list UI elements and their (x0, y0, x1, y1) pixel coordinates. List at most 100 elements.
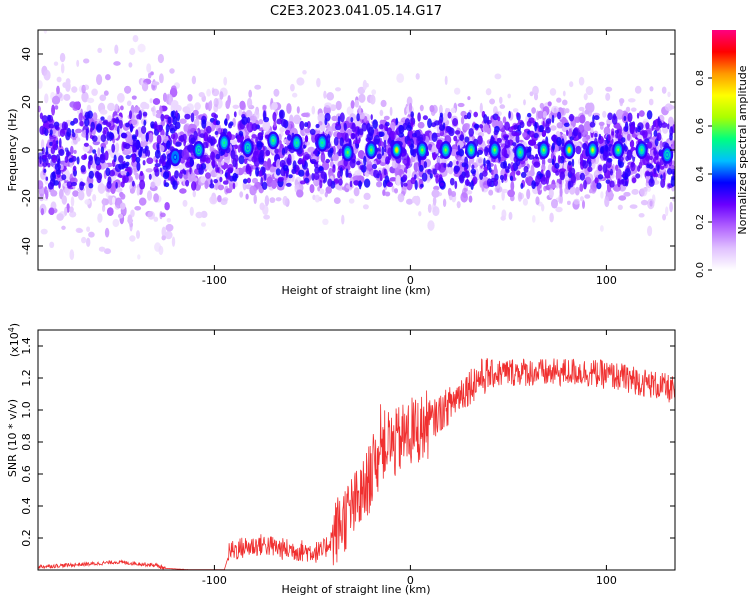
spectrogram-cell (156, 134, 162, 145)
spectrogram-cell (86, 226, 90, 232)
spectrogram-cell (138, 197, 147, 206)
spectrogram-cell (140, 140, 148, 148)
spectrogram-cell (40, 228, 48, 235)
spectrogram-cell (153, 216, 159, 222)
spectrogram-cell (519, 192, 524, 200)
spectrogram-cell (639, 168, 643, 179)
spectrogram-cell (571, 158, 575, 168)
spectrogram-cell (76, 156, 80, 165)
spectrogram-cell (61, 174, 67, 181)
spectrogram-cell (220, 198, 228, 205)
spectrogram-cell (526, 188, 531, 200)
spectrogram-cell (211, 112, 217, 118)
spectrogram-cell (615, 172, 622, 181)
x-tick-label: -100 (202, 274, 227, 287)
spectrogram-cell (309, 128, 316, 135)
spectrogram-cell (264, 195, 269, 207)
spectrogram-cell (53, 61, 59, 66)
spectrogram-cell (228, 122, 233, 129)
spectrogram-cell (142, 82, 149, 92)
spectrogram-cell (71, 132, 76, 138)
spectrogram-cell (238, 109, 243, 116)
spectrogram-cell (623, 126, 629, 132)
spectrogram-cell (542, 111, 547, 119)
spectrogram-cell (648, 178, 655, 187)
spectrogram-cell (216, 161, 222, 168)
spectrogram-cell (287, 158, 292, 166)
spectrogram-cell (88, 231, 95, 238)
spectrogram-cell (427, 203, 432, 213)
spectrogram-peak (395, 148, 398, 152)
spectrogram-cell (49, 129, 53, 136)
spectrogram-cell (219, 176, 223, 183)
spectrogram-cell (97, 183, 106, 194)
spectrogram-cell (131, 180, 135, 187)
spectrogram-cell (483, 123, 489, 133)
spectrogram-cell (120, 170, 128, 176)
spectrogram-cell (651, 124, 654, 131)
spectrogram-cell (512, 142, 517, 147)
spectrogram-cell (72, 190, 79, 197)
spectrogram-cell (383, 139, 387, 149)
snr-x-axis-label: Height of straight line (km) (281, 583, 430, 596)
spectrogram-cell (493, 164, 497, 175)
spectrogram-cell (635, 173, 641, 179)
spectrogram-cell (164, 202, 170, 211)
spectrogram-cell (358, 93, 366, 103)
spectrogram-cell (307, 146, 316, 153)
spectrogram-cell (489, 98, 495, 105)
spectrogram-cell (111, 143, 116, 153)
spectrogram-cell (169, 68, 175, 74)
spectrogram-cell (78, 190, 85, 201)
spectrogram-cell (569, 81, 574, 88)
spectrogram-cell (286, 103, 292, 114)
spectrogram-cell (447, 187, 452, 196)
spectrogram-cell (618, 195, 627, 201)
spectrogram-cell (315, 123, 320, 129)
spectrogram-cell (549, 88, 557, 96)
spectrogram-peak (370, 148, 373, 152)
spectrogram-cell (278, 109, 285, 120)
spectrogram-cell (615, 132, 619, 139)
spectrogram-cell (535, 153, 539, 160)
spectrogram-cell (261, 130, 264, 136)
spectrogram-cell (100, 134, 107, 143)
spectrogram-cell (381, 146, 385, 157)
spectrogram-cell (568, 113, 575, 122)
spectrogram-cell (84, 118, 90, 127)
spectrogram-cell (53, 180, 59, 186)
spectrogram-cell (599, 146, 604, 155)
spectrogram-cell (545, 175, 549, 185)
spectrogram-cell (402, 174, 408, 181)
spectrogram-cell (442, 122, 446, 129)
spectrogram-cell (528, 139, 537, 146)
spectrogram-cell (660, 174, 663, 180)
spectrogram-cell (313, 172, 320, 181)
spectrogram-cell (596, 182, 602, 190)
spectrogram-cell (528, 154, 535, 160)
spectrogram-cell (113, 154, 117, 163)
spectrogram-cell (219, 91, 224, 100)
spectrogram-cell (574, 186, 580, 196)
spectrogram-cell (316, 77, 321, 88)
spectrogram-cell (175, 141, 182, 147)
spectrogram-cell (483, 114, 488, 124)
spectrogram-cell (564, 176, 570, 181)
spectrogram-peak (246, 146, 249, 150)
spectrogram-cell (548, 184, 557, 189)
spectrogram-cell (403, 182, 408, 187)
spectrogram-cell (114, 44, 119, 54)
spectrogram-cell (115, 187, 123, 193)
spectrogram-cell (136, 186, 140, 196)
spectrogram-cell (54, 163, 61, 171)
spectrogram-cell (146, 149, 151, 157)
spectrogram-cell (522, 132, 527, 138)
spectrogram-peak (640, 148, 643, 152)
spectrogram-cell (607, 112, 613, 121)
spectrogram-cell (582, 200, 585, 209)
spectrogram-cell (259, 135, 264, 141)
spectrogram-peak (519, 150, 522, 154)
snr-line-group (38, 358, 675, 570)
spectrogram-cell (410, 111, 415, 118)
spectrogram-cell (493, 129, 499, 136)
